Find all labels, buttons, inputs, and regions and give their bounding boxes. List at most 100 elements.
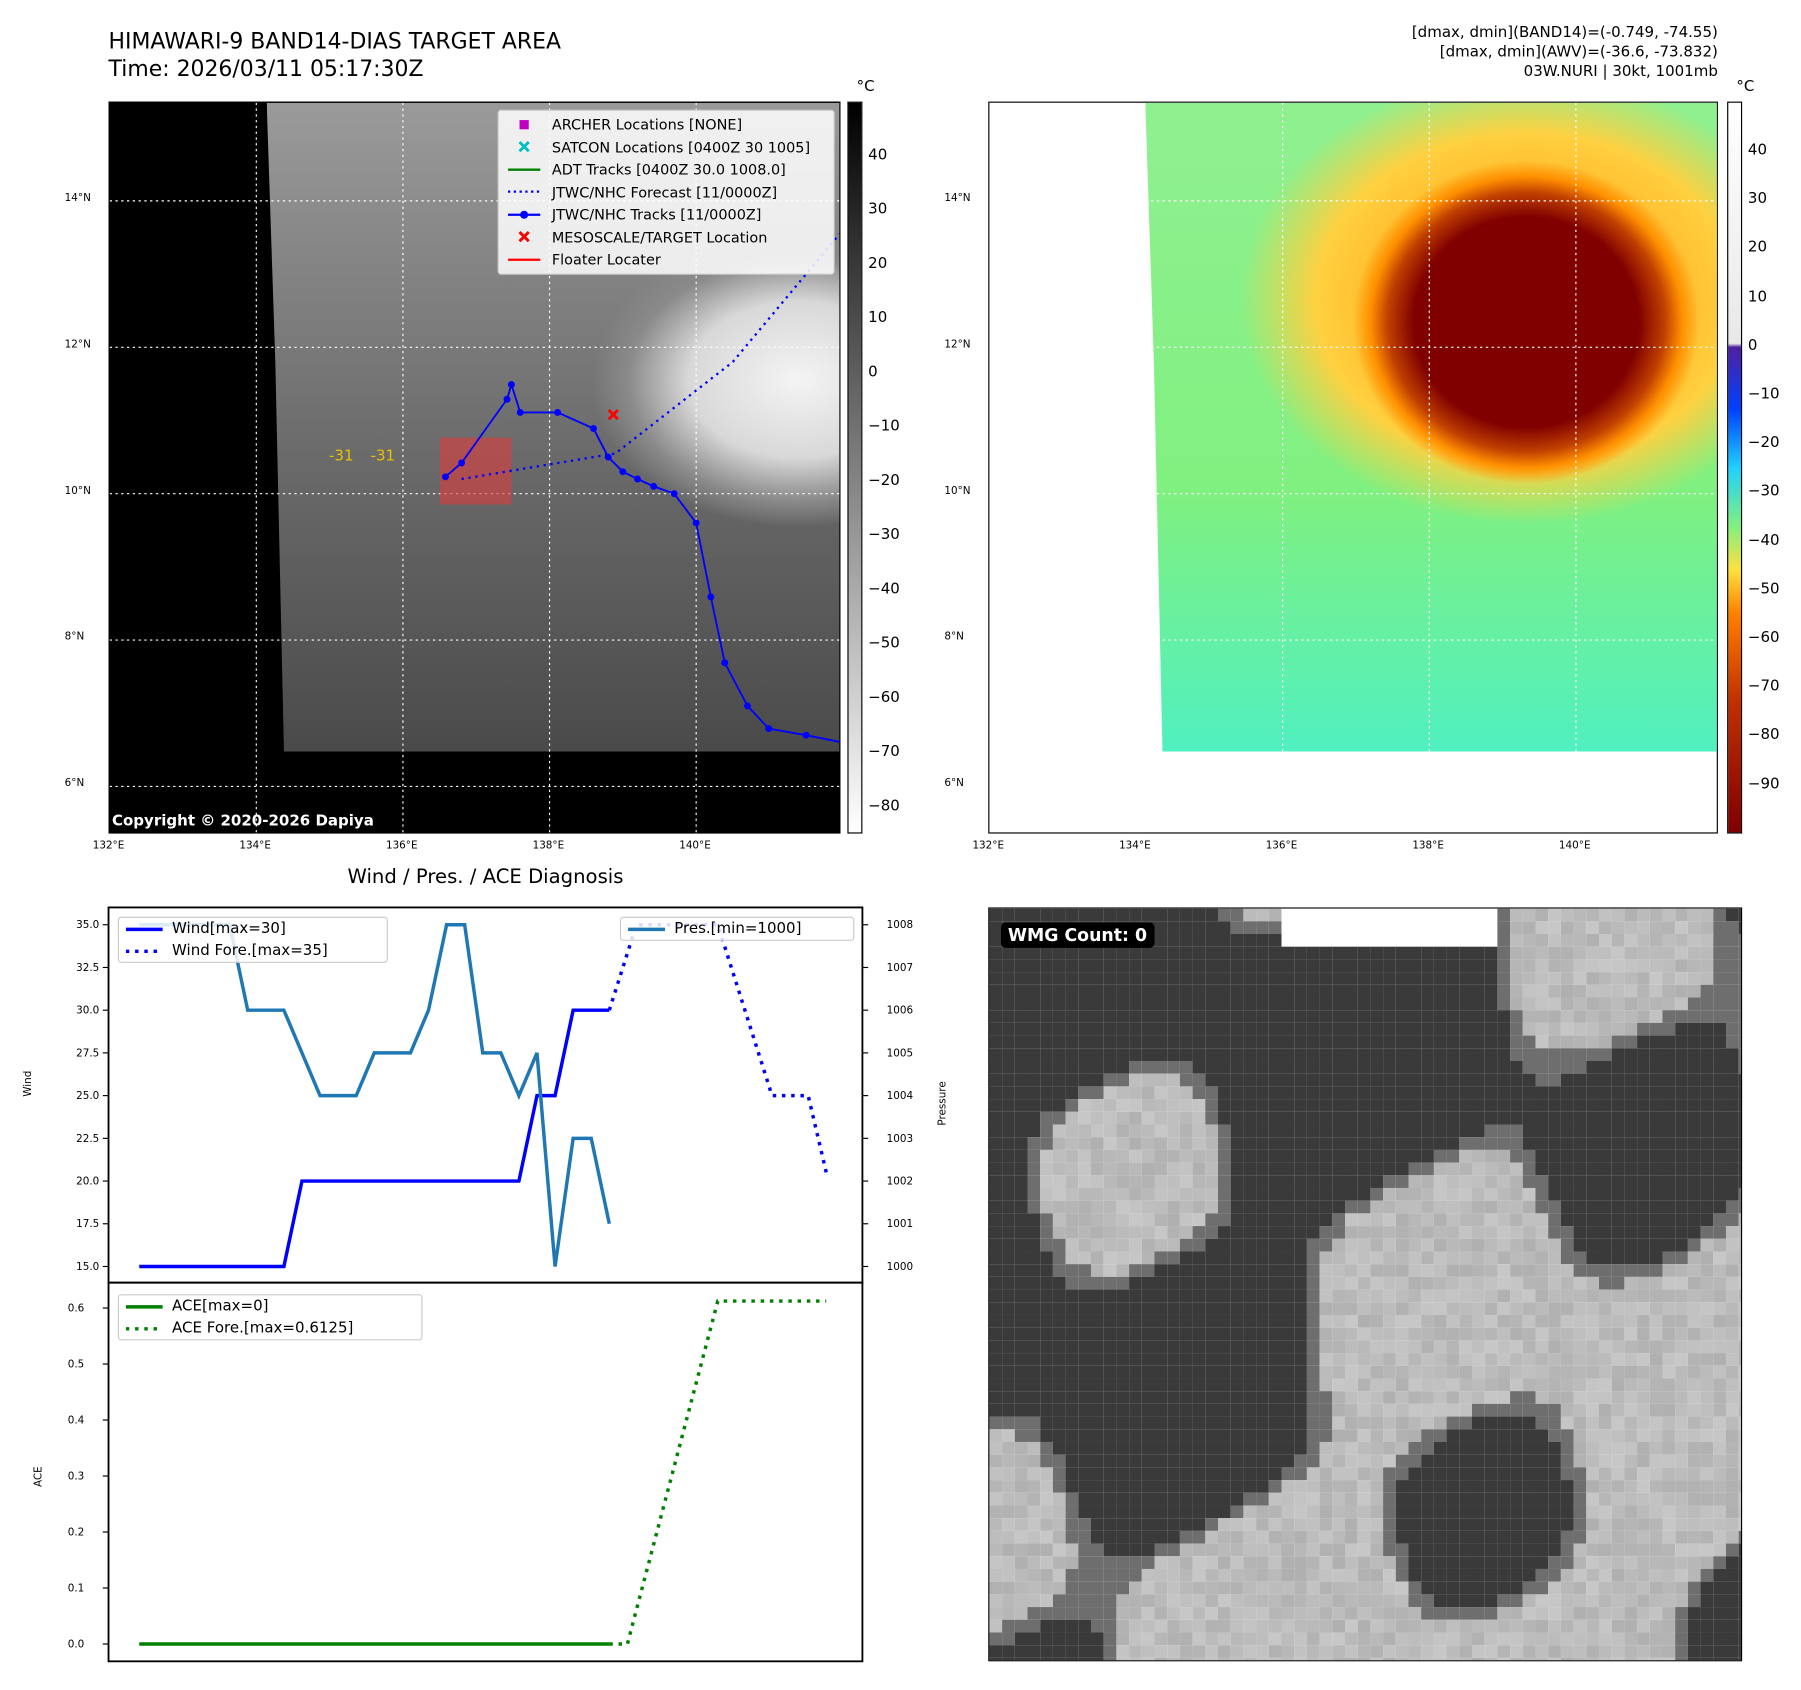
wmg-cell (1344, 1060, 1358, 1074)
wmg-cell (1370, 984, 1384, 998)
wmg-cell (1281, 908, 1295, 922)
wmg-cell (1319, 1251, 1333, 1265)
wmg-cell (1573, 908, 1587, 922)
wmg-cell (1243, 1556, 1257, 1569)
wmg-cell (1129, 1099, 1142, 1112)
wmg-cell (1510, 1619, 1523, 1633)
wmg-cell (1344, 1302, 1358, 1315)
wmg-cell (1091, 1657, 1104, 1661)
wmg-cell (1319, 997, 1333, 1011)
wmg-cell (1294, 1607, 1307, 1620)
wmg-cell (1103, 1657, 1117, 1661)
wmg-cell (1268, 1645, 1282, 1658)
wmg-cell (989, 1048, 1003, 1061)
wmg-cell (1294, 1403, 1307, 1417)
wmg-cell (1192, 1289, 1206, 1303)
wmg-cell (1548, 1353, 1561, 1366)
wmg-cell (1662, 1213, 1676, 1227)
wmg-cell (1078, 1302, 1092, 1315)
wmg-cell (1700, 1607, 1714, 1620)
wmg-cell (1243, 1251, 1257, 1265)
wmg-cell (1281, 1645, 1295, 1658)
wmg-cell (1598, 1060, 1612, 1074)
wmg-cell (1116, 1073, 1130, 1087)
wmg-cell (1268, 1276, 1282, 1290)
wmg-cell (1154, 1556, 1168, 1569)
wmg-cell (1624, 1556, 1638, 1569)
wmg-cell (1357, 1530, 1371, 1544)
wmg-cell (1243, 1073, 1257, 1087)
wmg-cell (1433, 1632, 1447, 1646)
wmg-cell (1637, 1048, 1650, 1061)
wmg-cell (1344, 1391, 1358, 1404)
wmg-cell (1192, 1048, 1206, 1061)
wmg-cell (1586, 921, 1599, 934)
wmg-cell (1484, 1213, 1498, 1227)
wmg-cell (1243, 1022, 1257, 1036)
wmg-cell (1141, 1073, 1155, 1087)
wmg-cell (1002, 1594, 1015, 1608)
wmg-cell (1675, 1543, 1688, 1557)
wmg-cell (1116, 1226, 1130, 1239)
wmg-cell (1649, 1543, 1663, 1557)
wmg-cell (1573, 1035, 1587, 1049)
wmg-cell (1395, 1416, 1409, 1430)
wmg-cell (1522, 1607, 1536, 1620)
wmg-cell (1116, 1111, 1130, 1125)
wmg-cell (1319, 972, 1333, 985)
wmg-cell (1408, 1314, 1422, 1328)
wmg-cell (1205, 1099, 1218, 1112)
wmg-cell (1611, 1048, 1625, 1061)
wmg-cell (1510, 921, 1523, 934)
wmg-cell (1510, 1480, 1523, 1493)
wmg-cell (1116, 1035, 1130, 1049)
wmg-cell (1129, 1403, 1142, 1417)
wmg-cell (1078, 1251, 1092, 1265)
wmg-cell (1217, 1086, 1231, 1100)
wmg-cell (1230, 1099, 1244, 1112)
wmg-cell (1281, 1251, 1295, 1265)
wmg-cell (1243, 1543, 1257, 1557)
wmg-cell (1243, 1416, 1257, 1430)
wmg-cell (1306, 1416, 1320, 1430)
wmg-cell (1167, 1657, 1180, 1661)
wmg-cell (1192, 1264, 1206, 1277)
wmg-cell (1243, 1213, 1257, 1227)
wmg-cell (1522, 1416, 1536, 1430)
wmg-cell (1421, 1276, 1434, 1290)
wmg-cell (1573, 1568, 1587, 1582)
wmg-cell (1192, 1645, 1206, 1658)
wmg-cell (1065, 1238, 1079, 1252)
legend-label: ADT Tracks [0400Z 30.0 1008.0] (551, 160, 786, 179)
wmg-cell (1713, 1416, 1726, 1430)
wmg-cell (1433, 1467, 1447, 1481)
wmg-cell (1395, 1314, 1409, 1328)
wmg-cell (1421, 1556, 1434, 1569)
wmg-cell (1129, 1543, 1142, 1557)
wmg-cell (1471, 1251, 1485, 1265)
wmg-cell (1383, 1632, 1396, 1646)
wmg-cell (1510, 1594, 1523, 1608)
wmg-cell (1167, 1543, 1180, 1557)
wmg-cell (1395, 1403, 1409, 1417)
wmg-cell (1725, 1353, 1739, 1366)
wmg-cell (1637, 1505, 1650, 1519)
wmg-cell (1700, 1314, 1714, 1328)
wmg-cell (1002, 972, 1015, 985)
colorbar-tick: −80 (868, 797, 900, 816)
y-tick-label: 15.0 (76, 1261, 99, 1273)
wmg-cell (1027, 1378, 1041, 1392)
wmg-cell (1598, 1111, 1612, 1125)
wmg-cell (1408, 1416, 1422, 1430)
wmg-cell (1002, 1619, 1015, 1633)
wmg-cell (1535, 1353, 1549, 1366)
line-dot-icon (507, 210, 541, 219)
wmg-cell (1675, 1264, 1688, 1277)
wmg-cell (1510, 1264, 1523, 1277)
wmg-cell (1052, 1276, 1066, 1290)
wmg-cell (1535, 1251, 1549, 1265)
wmg-cell (1535, 1086, 1549, 1100)
wmg-cell (1510, 1213, 1523, 1227)
wmg-cell (1141, 1060, 1155, 1074)
legend-item: SATCON Locations [0400Z 30 1005] (499, 136, 834, 159)
